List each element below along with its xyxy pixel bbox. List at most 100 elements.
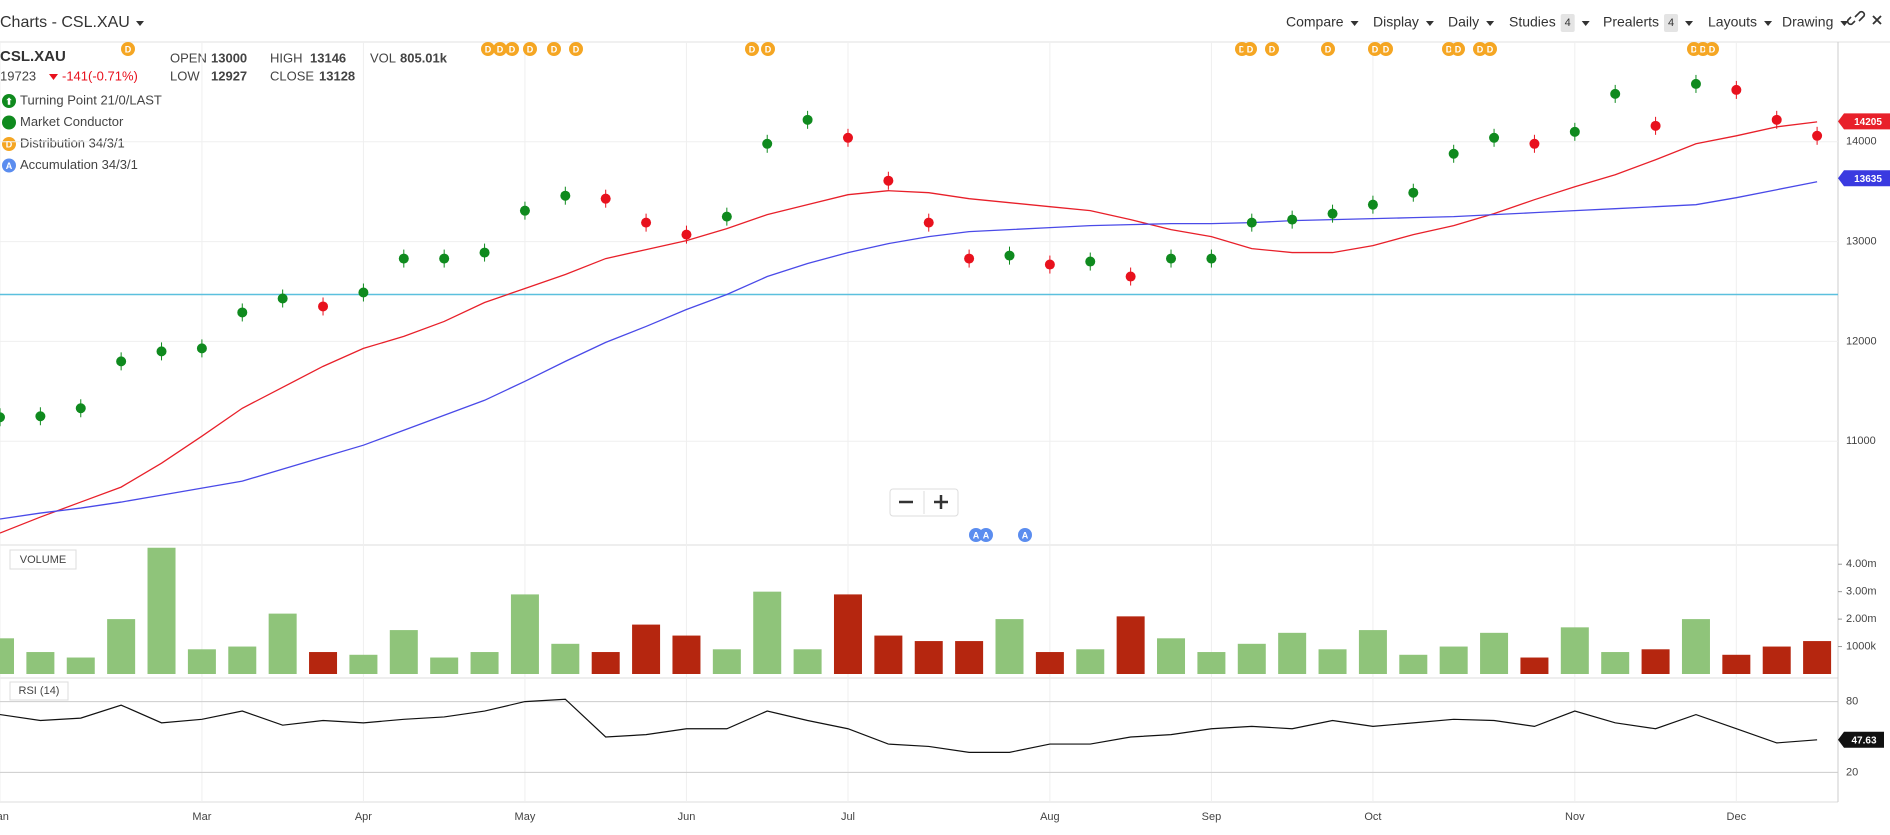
legend-icon <box>2 115 16 130</box>
menu-item[interactable]: Display <box>1373 14 1419 30</box>
quote-label: VOL <box>370 50 396 65</box>
distribution-marker <box>1368 42 1382 56</box>
x-tick-label: Apr <box>355 811 372 823</box>
distribution-marker <box>1379 42 1393 56</box>
volume-bar <box>591 652 620 674</box>
distribution-marker <box>121 42 135 56</box>
menu-item[interactable]: Layouts <box>1708 14 1757 30</box>
distribution-marker <box>1451 42 1465 56</box>
volume-bar <box>268 613 297 674</box>
link-icon[interactable] <box>1846 10 1866 26</box>
market-conductor-dot <box>802 114 813 125</box>
y-tick-label: 1000k <box>1846 640 1876 652</box>
market-conductor-dot <box>923 217 934 228</box>
rsi-tag <box>1838 731 1884 748</box>
menu-item[interactable]: Drawing <box>1782 14 1833 30</box>
distribution-marker-label: D <box>497 44 504 54</box>
volume-bar <box>551 643 580 674</box>
legend-icon-label: D <box>6 139 13 149</box>
dropdown-arrow <box>1350 21 1359 26</box>
market-conductor-dot <box>1408 187 1419 198</box>
menu-item[interactable]: Daily <box>1448 14 1479 30</box>
price-change: -141(-0.71%) <box>62 68 138 83</box>
distribution-marker <box>1321 42 1335 56</box>
menu-item[interactable]: Prealerts <box>1603 14 1659 30</box>
volume-bar <box>1278 632 1307 674</box>
x-tick-label: Jun <box>678 811 696 823</box>
volume-bar <box>1318 649 1347 674</box>
accumulation-marker <box>979 528 993 542</box>
distribution-marker-label: D <box>125 44 132 54</box>
volume-bar <box>1560 627 1589 674</box>
volume-bar <box>1520 657 1549 674</box>
moving-average <box>0 121 1818 534</box>
y-tick-label: 13000 <box>1846 236 1877 248</box>
distribution-marker-label: D <box>509 44 516 54</box>
volume-bar <box>389 630 418 674</box>
market-conductor-dot <box>1610 88 1621 99</box>
moving-average <box>0 181 1818 520</box>
market-conductor-dot <box>156 346 167 357</box>
market-conductor-dot <box>1650 120 1661 131</box>
market-conductor-dot <box>1044 259 1055 270</box>
menu-item[interactable]: Compare <box>1286 14 1344 30</box>
distribution-marker-label: D <box>485 44 492 54</box>
distribution-marker-label: D <box>1383 44 1390 54</box>
y-tick-label: 80 <box>1846 696 1858 708</box>
distribution-marker-label: D <box>1372 44 1379 54</box>
menu-item[interactable]: Studies <box>1509 14 1556 30</box>
market-conductor-dot <box>1166 253 1177 264</box>
market-conductor-dot <box>0 412 5 423</box>
x-tick-label: Jul <box>841 811 855 823</box>
volume-bar <box>1439 646 1468 674</box>
chart-title[interactable]: Charts - CSL.XAU <box>0 14 130 31</box>
market-conductor-dot <box>1690 78 1701 89</box>
volume-bar <box>147 547 176 674</box>
pane-label-box <box>9 681 69 701</box>
market-conductor-dot <box>1246 217 1257 228</box>
legend-label: Distribution 34/3/1 <box>20 135 125 150</box>
volume-bar <box>753 591 782 674</box>
legend-icon <box>2 158 16 173</box>
badge-count: 4 <box>1668 17 1674 29</box>
dropdown-arrow <box>1486 21 1495 26</box>
market-conductor-dot <box>196 343 207 354</box>
quote-label: HIGH <box>270 50 303 65</box>
volume-bar <box>470 652 499 674</box>
market-conductor-dot <box>842 132 853 143</box>
market-conductor-dot <box>1448 148 1459 159</box>
volume-bar <box>1035 652 1064 674</box>
dropdown-arrow <box>136 21 144 26</box>
pane-label-box <box>9 549 77 570</box>
volume-bar <box>1197 652 1226 674</box>
volume-bar <box>187 649 216 674</box>
volume-bar <box>0 638 14 674</box>
market-conductor-dot <box>721 211 732 222</box>
distribution-marker-label: D <box>1477 44 1484 54</box>
last-price: 19723 <box>0 68 36 83</box>
quote-label: CLOSE <box>270 68 314 83</box>
volume-bar <box>1641 649 1670 674</box>
badge <box>1664 14 1679 32</box>
zoom-in[interactable] <box>934 495 948 509</box>
distribution-marker-label: D <box>1247 44 1254 54</box>
y-tick-label: 3.00m <box>1846 586 1877 598</box>
x-tick-label: Nov <box>1565 811 1585 823</box>
distribution-marker <box>1473 42 1487 56</box>
distribution-marker <box>505 42 519 56</box>
quote-value: 13000 <box>211 50 247 65</box>
close-icon[interactable] <box>1872 15 1882 25</box>
y-tick-label: 14000 <box>1846 136 1877 148</box>
volume-bar <box>309 652 338 674</box>
legend-label: Market Conductor <box>20 114 124 129</box>
volume-bar <box>995 619 1024 674</box>
market-conductor-dot <box>398 253 409 264</box>
distribution-marker <box>1243 42 1257 56</box>
price-tag <box>1838 170 1890 187</box>
price-tag-label: 13635 <box>1854 174 1882 185</box>
volume-bar <box>107 619 136 674</box>
x-tick-label: Jan <box>0 811 9 823</box>
pane-label: RSI (14) <box>19 685 60 697</box>
x-tick-label: Aug <box>1040 811 1060 823</box>
